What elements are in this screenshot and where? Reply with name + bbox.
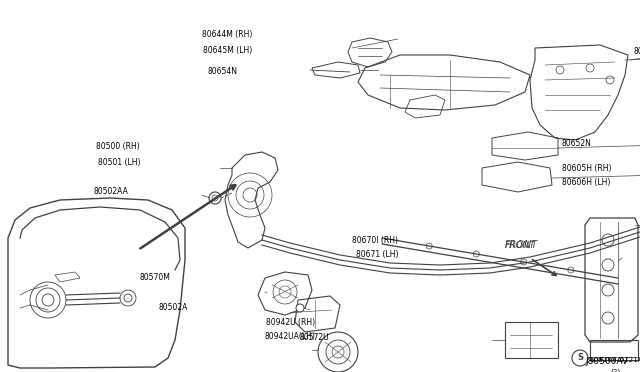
Circle shape — [326, 340, 350, 364]
Text: 80606H (LH): 80606H (LH) — [562, 179, 611, 187]
Circle shape — [586, 64, 594, 72]
Circle shape — [332, 346, 344, 358]
Text: (2): (2) — [610, 369, 620, 372]
Circle shape — [602, 259, 614, 271]
Circle shape — [209, 192, 221, 204]
Circle shape — [602, 312, 614, 324]
Text: FRONT: FRONT — [505, 240, 538, 250]
Text: 80570M: 80570M — [139, 273, 170, 282]
Text: 80572U: 80572U — [300, 333, 330, 341]
Text: S: S — [577, 353, 583, 362]
Circle shape — [474, 251, 479, 257]
Circle shape — [520, 259, 527, 265]
Circle shape — [273, 280, 297, 304]
Text: S08168-6121A: S08168-6121A — [590, 357, 640, 363]
Text: 80640N: 80640N — [633, 48, 640, 57]
Text: 80942UA(LH): 80942UA(LH) — [264, 333, 315, 341]
Text: 80942U (RH): 80942U (RH) — [266, 317, 315, 327]
Circle shape — [279, 286, 291, 298]
Text: 80654N: 80654N — [207, 67, 237, 77]
Text: 80644M (RH): 80644M (RH) — [202, 31, 252, 39]
Text: FRONT: FRONT — [505, 241, 536, 250]
Text: J80500AV: J80500AV — [585, 357, 628, 366]
Circle shape — [602, 284, 614, 296]
Circle shape — [602, 234, 614, 246]
Circle shape — [426, 243, 432, 249]
Circle shape — [212, 195, 218, 201]
Circle shape — [318, 332, 358, 372]
Circle shape — [606, 76, 614, 84]
Text: 80502A: 80502A — [159, 304, 188, 312]
Circle shape — [572, 350, 588, 366]
Text: 80645M (LH): 80645M (LH) — [203, 45, 252, 55]
Circle shape — [296, 304, 304, 312]
Text: 80500 (RH): 80500 (RH) — [96, 142, 140, 151]
Circle shape — [556, 66, 564, 74]
Text: 80652N: 80652N — [562, 138, 592, 148]
Text: 80671 (LH): 80671 (LH) — [355, 250, 398, 260]
Circle shape — [568, 267, 574, 273]
Text: 80501 (LH): 80501 (LH) — [97, 157, 140, 167]
Text: 80670I (RH): 80670I (RH) — [352, 235, 398, 244]
Text: 80502AA: 80502AA — [93, 187, 128, 196]
Text: 80605H (RH): 80605H (RH) — [562, 164, 611, 173]
